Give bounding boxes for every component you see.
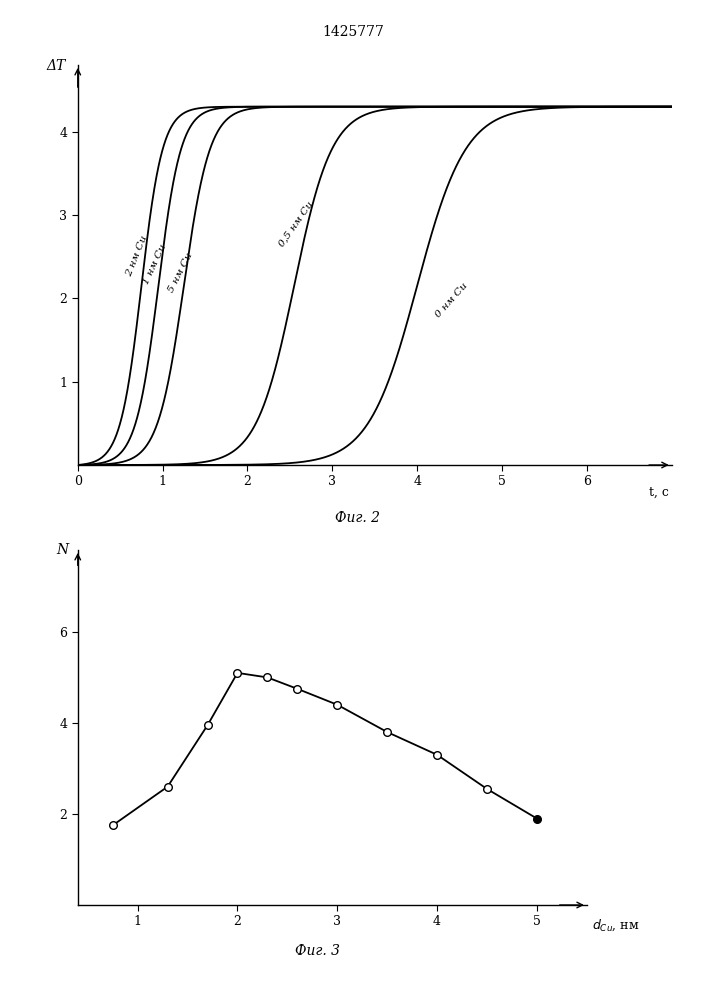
Text: 1425777: 1425777	[322, 25, 385, 39]
Text: 2 нм Cu: 2 нм Cu	[124, 234, 149, 277]
Text: $d_{Cu}$, нм: $d_{Cu}$, нм	[592, 918, 639, 933]
Text: ΔT: ΔT	[47, 59, 66, 73]
Text: Фиг. 3: Фиг. 3	[295, 944, 340, 958]
Text: N: N	[57, 543, 69, 557]
Text: 0,5 нм Cu: 0,5 нм Cu	[277, 200, 315, 248]
Text: 0 нм Cu: 0 нм Cu	[434, 281, 469, 319]
Text: 1 нм Cu: 1 нм Cu	[141, 243, 168, 286]
Text: t, c: t, c	[649, 486, 669, 499]
Text: 5 нм Cu: 5 нм Cu	[167, 252, 194, 294]
Text: Фиг. 2: Фиг. 2	[335, 511, 380, 525]
